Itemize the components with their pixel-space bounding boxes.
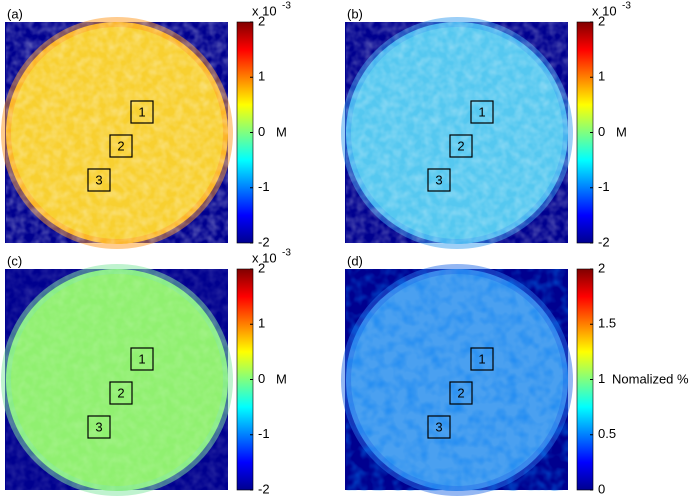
colorbar-tick-label: 1	[258, 69, 265, 84]
roi-label: 2	[117, 138, 124, 153]
roi-label: 1	[478, 104, 485, 119]
panel-label: (b)	[347, 6, 363, 21]
colorbar-tick-label: 2	[258, 260, 265, 275]
roi-box	[470, 347, 494, 371]
colorbar-exponent: -3	[282, 248, 291, 259]
roi-label: 1	[478, 351, 485, 366]
panel-label: (c)	[7, 253, 22, 268]
colorbar-tick-label: -1	[598, 179, 610, 194]
roi-label: 2	[117, 385, 124, 400]
roi-label: 1	[138, 104, 145, 119]
colorbar-tick-label: 1	[258, 316, 265, 331]
colorbar-tick-label: -1	[258, 426, 270, 441]
colorbar-unit: M	[276, 124, 287, 139]
colorbar-tick-label: -2	[258, 481, 270, 496]
colorbar-tick-label: 0	[598, 124, 605, 139]
colorbar-tick-label: 1.5	[598, 316, 616, 331]
heatmap-texture	[346, 22, 568, 244]
heatmap-texture	[6, 22, 228, 244]
roi-box	[109, 134, 133, 158]
colorbar-tick-label: 0	[258, 124, 265, 139]
colorbar-tick-label: 0	[598, 481, 605, 496]
roi-box	[427, 415, 451, 439]
roi-label: 1	[138, 351, 145, 366]
roi-label: 2	[457, 385, 464, 400]
roi-label: 2	[457, 138, 464, 153]
roi-box	[130, 347, 154, 371]
colorbar-exponent: -3	[282, 1, 291, 12]
colorbar-tick-label: 1	[598, 69, 605, 84]
panel-label: (a)	[7, 6, 23, 21]
heatmap-texture	[346, 269, 568, 491]
roi-box	[449, 381, 473, 405]
roi-box	[109, 381, 133, 405]
colorbar-tick-label: 2	[258, 13, 265, 28]
roi-label: 3	[435, 172, 442, 187]
colorbar-tick-label: -2	[258, 234, 270, 249]
colorbar-tick-label: 2	[598, 260, 605, 275]
panel: (d) 1 2 3 2 1.5 1 0.5 0 Nomalized %	[341, 253, 689, 496]
panel: (a) 1 2 3 2 1 0 -1 -2 Mx 10 -3	[1, 1, 291, 249]
panel-label: (d)	[347, 253, 363, 268]
colorbar-scale: x 10	[252, 250, 277, 265]
colorbar-tick-label: 1	[598, 371, 605, 386]
colorbar-tick-label: -2	[598, 234, 610, 249]
roi-label: 3	[95, 172, 102, 187]
roi-box	[87, 415, 111, 439]
panel: (b) 1 2 3 2 1 0 -1 -2 Mx 10 -3	[341, 1, 631, 249]
colorbar-unit: Nomalized %	[612, 371, 689, 386]
colorbar-exponent: -3	[622, 1, 631, 12]
colorbar-scale: x 10	[592, 3, 617, 18]
colorbar-tick-label: 0.5	[598, 426, 616, 441]
roi-label: 3	[435, 419, 442, 434]
colorbar-scale: x 10	[252, 3, 277, 18]
colorbar-unit: M	[616, 124, 627, 139]
roi-box	[130, 100, 154, 124]
roi-box	[87, 168, 111, 192]
panel: (c) 1 2 3 2 1 0 -1 -2 Mx 10 -3	[1, 248, 291, 496]
roi-label: 3	[95, 419, 102, 434]
roi-box	[449, 134, 473, 158]
colorbar-tick-label: 2	[598, 13, 605, 28]
roi-box	[427, 168, 451, 192]
colorbar-tick-label: -1	[258, 179, 270, 194]
colorbar-unit: M	[276, 371, 287, 386]
roi-box	[470, 100, 494, 124]
colorbar-tick-label: 0	[258, 371, 265, 386]
heatmap-texture	[6, 269, 228, 491]
